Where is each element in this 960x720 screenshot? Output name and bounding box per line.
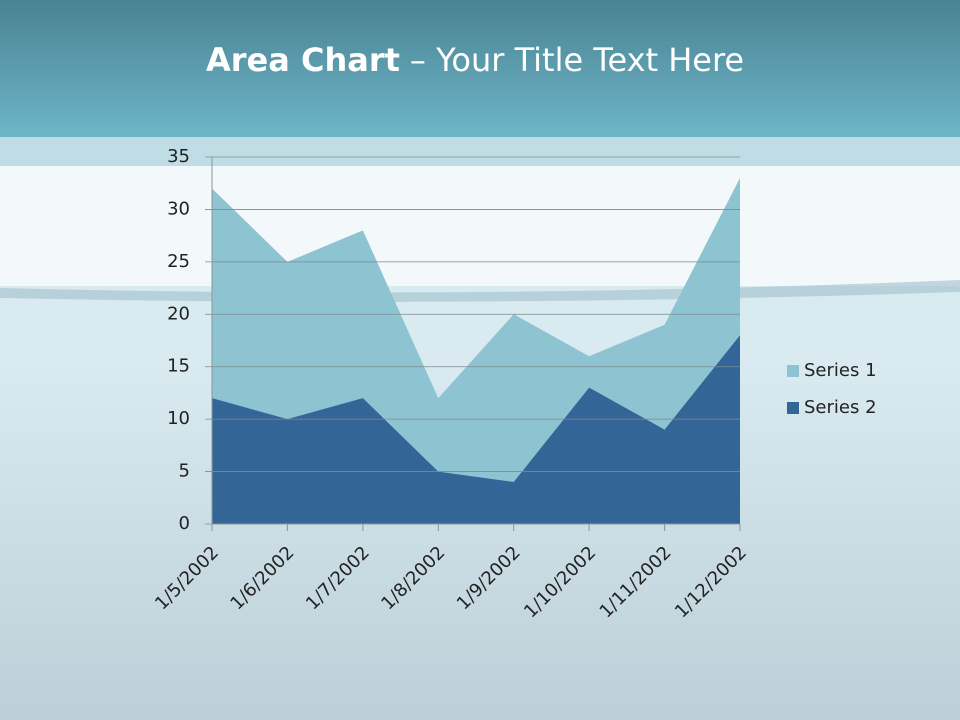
y-tick-label: 30 xyxy=(167,198,190,219)
y-tick-label: 15 xyxy=(167,356,190,377)
surface-band xyxy=(0,166,960,286)
area xyxy=(212,335,740,524)
y-tick-label: 35 xyxy=(167,146,190,167)
chart-title: Area Chart – Your Title Text Here xyxy=(206,41,744,79)
header xyxy=(0,0,960,137)
y-tick-label: 25 xyxy=(167,251,190,272)
y-tick-label: 10 xyxy=(167,408,190,429)
legend-label: Series 2 xyxy=(804,397,877,418)
y-tick-label: 0 xyxy=(179,513,190,534)
title-rest: – Your Title Text Here xyxy=(410,41,744,79)
legend-label: Series 1 xyxy=(804,360,877,381)
header-band xyxy=(0,137,960,166)
legend-swatch xyxy=(787,402,799,414)
legend-swatch xyxy=(787,365,799,377)
y-tick-label: 20 xyxy=(167,303,190,324)
title-bold: Area Chart xyxy=(206,41,400,79)
y-tick-label: 5 xyxy=(179,461,190,482)
